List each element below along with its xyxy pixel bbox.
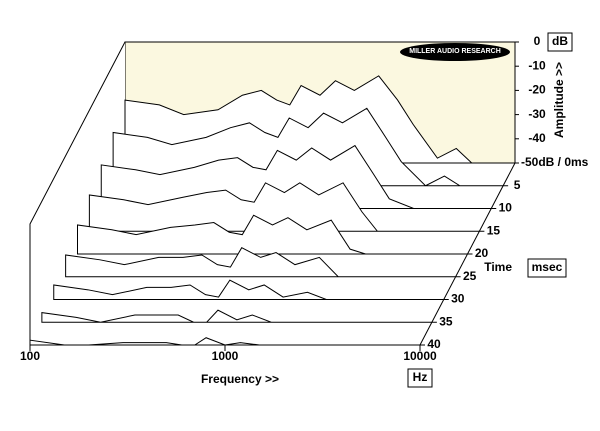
y-tick-label: -10	[528, 58, 546, 72]
y-axis-label: Amplitude >>	[552, 62, 566, 138]
slices	[29, 75, 515, 346]
decay-slice	[41, 309, 432, 323]
z-tick-label: 35	[439, 314, 453, 328]
z-tick-label: 15	[487, 223, 501, 237]
z-tick-label: 25	[463, 269, 477, 283]
z-unit: msec	[532, 260, 563, 274]
z-tick-label: 20	[475, 246, 489, 260]
y-unit-box	[547, 32, 573, 52]
left-wall-edge	[29, 41, 126, 345]
decay-slice	[65, 247, 456, 278]
logo	[400, 43, 510, 61]
left-wall	[30, 42, 125, 345]
y-tick-label: -40	[528, 131, 546, 145]
decay-slice	[100, 144, 492, 209]
decay-slice	[53, 279, 444, 300]
y-tick-label: -50dB / 0ms	[521, 155, 589, 169]
z-axis-label: Time	[484, 260, 512, 274]
z-tick-label: 30	[451, 292, 465, 306]
z-tick-label: 5	[514, 178, 521, 192]
decay-slice	[88, 182, 480, 232]
decay-slice	[77, 214, 468, 255]
x-tick-label: 10000	[403, 349, 437, 363]
x-tick-label: 100	[20, 349, 40, 363]
z-tick-label: 40	[427, 337, 441, 351]
logo-text: MILLER AUDIO RESEARCH	[409, 48, 501, 55]
y-tick-label: -20	[528, 83, 546, 97]
y-unit: dB	[552, 34, 568, 48]
x-axis-label: Frequency >>	[201, 372, 279, 386]
z-tick-label: 10	[499, 201, 513, 215]
x-tick-label: 1000	[212, 349, 239, 363]
x-unit: Hz	[413, 370, 428, 384]
y-tick-label: 0	[534, 34, 541, 48]
y-tick-label: -30	[528, 107, 546, 121]
z-unit-box	[527, 258, 567, 278]
x-unit-box	[407, 368, 433, 388]
